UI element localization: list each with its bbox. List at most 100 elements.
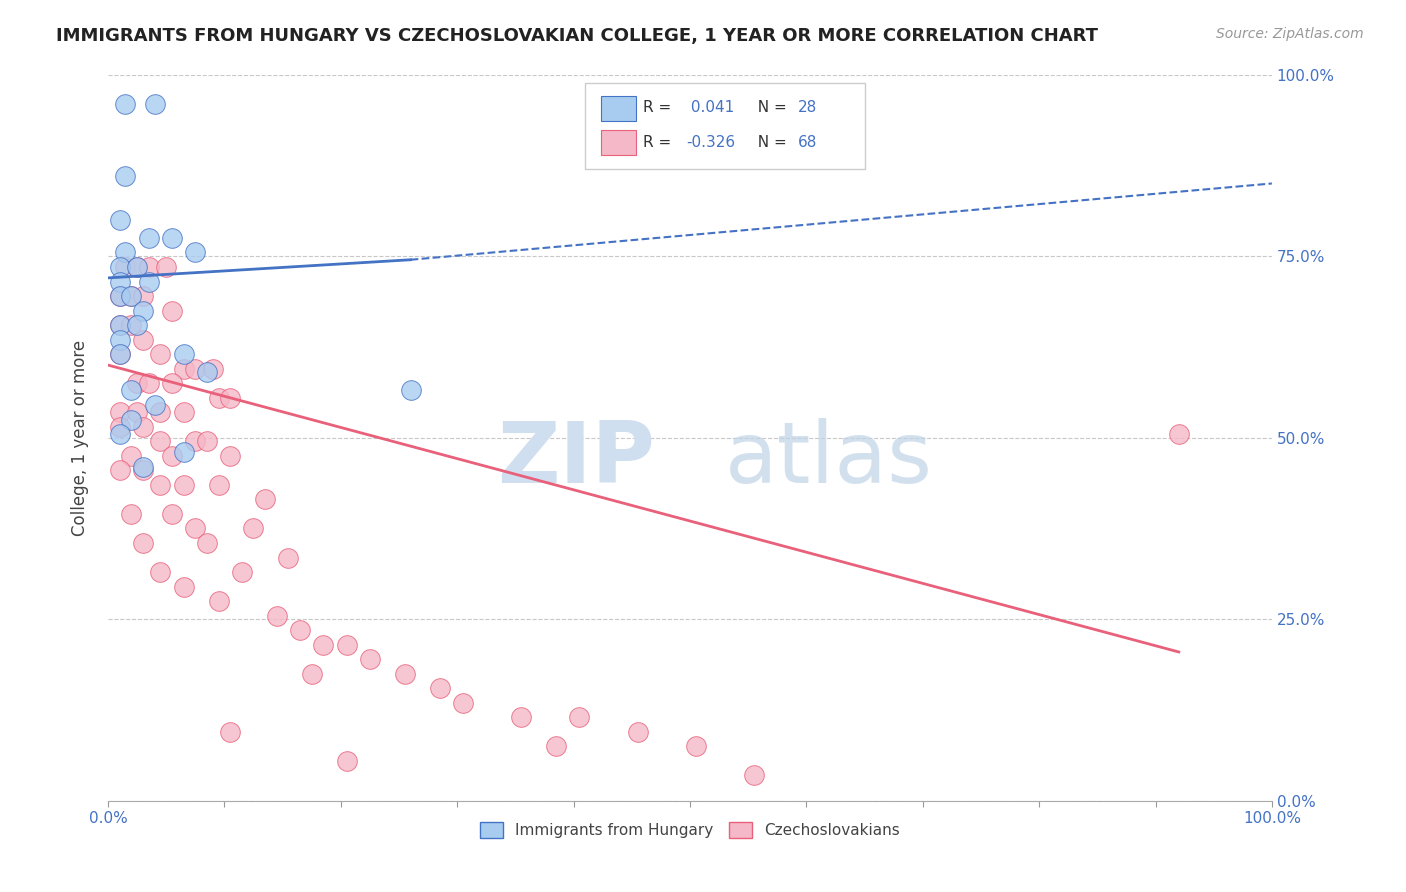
Point: [120, 318, 142, 332]
Point: [394, 666, 416, 681]
Point: [277, 550, 299, 565]
Point: [132, 289, 155, 303]
Point: [108, 260, 131, 274]
Point: [127, 318, 149, 332]
Point: [120, 289, 142, 303]
Point: [359, 652, 381, 666]
Point: [173, 361, 195, 376]
Point: [219, 391, 242, 405]
Point: [173, 405, 195, 419]
Text: IMMIGRANTS FROM HUNGARY VS CZECHOSLOVAKIAN COLLEGE, 1 YEAR OR MORE CORRELATION C: IMMIGRANTS FROM HUNGARY VS CZECHOSLOVAKI…: [56, 27, 1098, 45]
Point: [184, 434, 207, 449]
Point: [120, 384, 142, 398]
Point: [155, 260, 177, 274]
Point: [127, 260, 149, 274]
Point: [219, 449, 242, 463]
Point: [207, 594, 229, 608]
Point: [120, 449, 142, 463]
Point: [127, 376, 149, 391]
Point: [173, 347, 195, 361]
Point: [114, 96, 136, 111]
Point: [195, 434, 218, 449]
Point: [429, 681, 451, 696]
Point: [120, 289, 142, 303]
Point: [160, 507, 183, 521]
Point: [108, 333, 131, 347]
Point: [195, 365, 218, 379]
Point: [201, 361, 224, 376]
Point: [173, 445, 195, 459]
Point: [301, 666, 323, 681]
Point: [108, 275, 131, 289]
Point: [108, 405, 131, 419]
Text: Source: ZipAtlas.com: Source: ZipAtlas.com: [1216, 27, 1364, 41]
Legend: Immigrants from Hungary, Czechoslovakians: Immigrants from Hungary, Czechoslovakian…: [474, 816, 905, 844]
Text: 0.041: 0.041: [686, 101, 735, 115]
Text: ZIP: ZIP: [498, 418, 655, 501]
Point: [127, 405, 149, 419]
Point: [138, 260, 160, 274]
Point: [149, 478, 172, 492]
Point: [138, 275, 160, 289]
Point: [160, 449, 183, 463]
Point: [399, 384, 422, 398]
FancyBboxPatch shape: [585, 83, 865, 169]
Point: [336, 754, 359, 768]
Point: [108, 289, 131, 303]
Point: [108, 212, 131, 227]
Text: N =: N =: [748, 135, 792, 150]
Point: [132, 536, 155, 550]
Text: R =: R =: [644, 101, 676, 115]
Point: [173, 580, 195, 594]
Point: [132, 459, 155, 474]
Point: [114, 169, 136, 184]
Point: [127, 260, 149, 274]
Text: -0.326: -0.326: [686, 135, 735, 150]
Point: [108, 463, 131, 477]
Text: R =: R =: [644, 135, 676, 150]
Point: [184, 361, 207, 376]
Point: [546, 739, 568, 754]
Point: [626, 724, 648, 739]
Point: [108, 419, 131, 434]
Point: [143, 398, 166, 412]
Point: [160, 376, 183, 391]
Point: [231, 565, 253, 579]
Point: [160, 303, 183, 318]
Point: [120, 412, 142, 426]
Point: [120, 507, 142, 521]
Point: [219, 724, 242, 739]
Point: [108, 347, 131, 361]
Point: [132, 303, 155, 318]
Point: [114, 260, 136, 274]
FancyBboxPatch shape: [602, 95, 637, 121]
Point: [266, 608, 288, 623]
Point: [685, 739, 707, 754]
Point: [114, 245, 136, 260]
Point: [336, 638, 359, 652]
Point: [149, 405, 172, 419]
Point: [138, 376, 160, 391]
Point: [108, 427, 131, 442]
Point: [242, 521, 264, 535]
Point: [288, 623, 311, 637]
Point: [742, 768, 765, 782]
Point: [108, 289, 131, 303]
Point: [149, 347, 172, 361]
Point: [132, 333, 155, 347]
Point: [173, 478, 195, 492]
Point: [184, 521, 207, 535]
Point: [108, 318, 131, 332]
Text: atlas: atlas: [725, 418, 932, 501]
Point: [132, 419, 155, 434]
Point: [143, 96, 166, 111]
Point: [1167, 427, 1189, 442]
Point: [160, 231, 183, 245]
Point: [108, 347, 131, 361]
Text: 68: 68: [799, 135, 817, 150]
Point: [184, 245, 207, 260]
Point: [149, 434, 172, 449]
Y-axis label: College, 1 year or more: College, 1 year or more: [72, 340, 89, 536]
Point: [312, 638, 335, 652]
Point: [138, 231, 160, 245]
